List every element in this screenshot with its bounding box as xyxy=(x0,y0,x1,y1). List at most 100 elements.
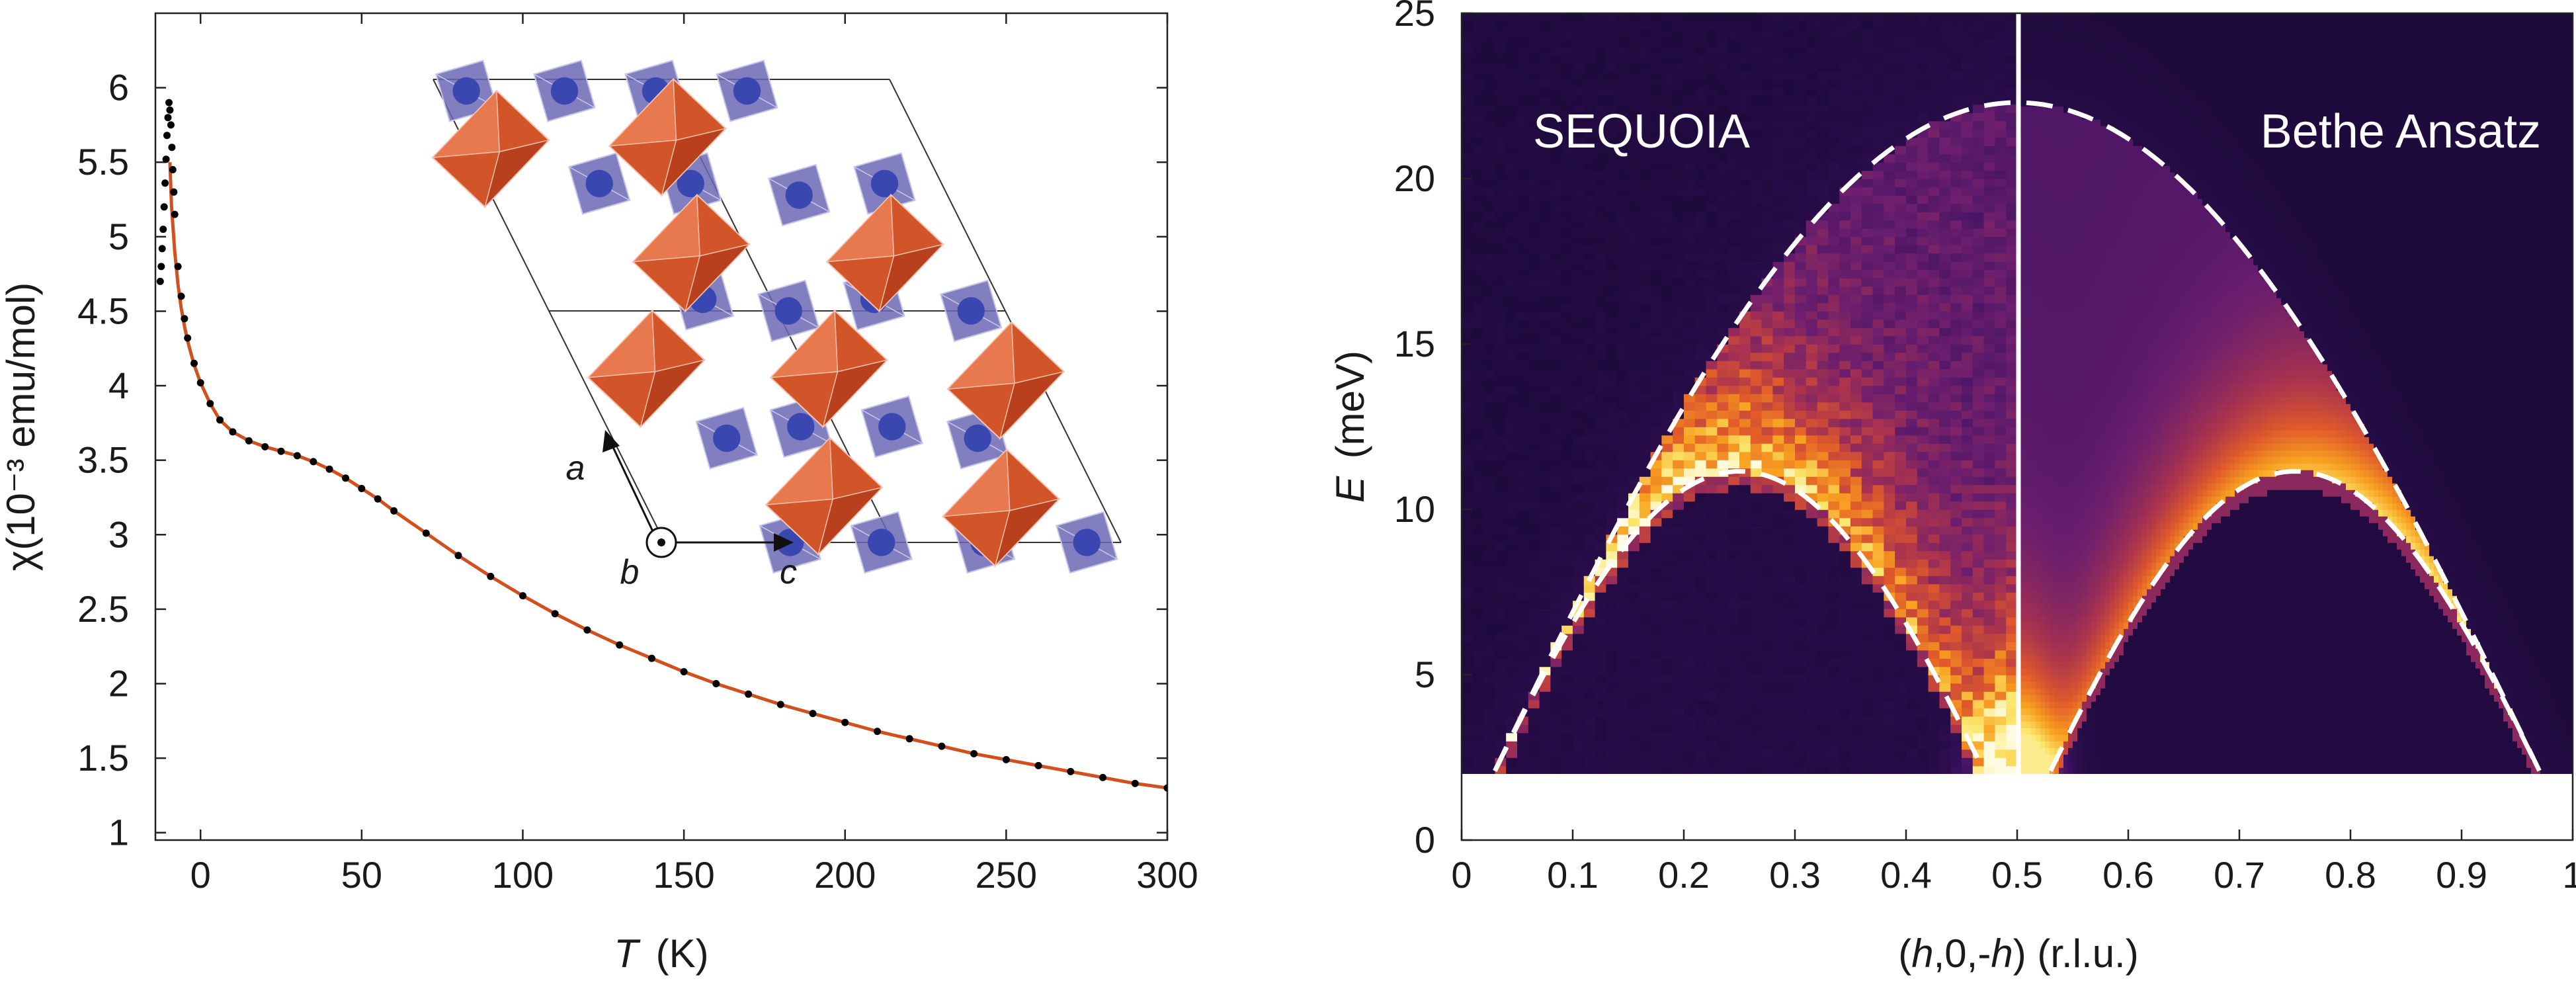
heatmap-cell-measured xyxy=(1462,443,1474,452)
heatmap-cell-measured xyxy=(1861,476,1874,486)
heatmap-cell-measured xyxy=(1462,352,1474,361)
heatmap-cell-measured xyxy=(1694,79,1707,89)
heatmap-cell-measured xyxy=(1495,153,1507,163)
heatmap-cell-measured xyxy=(1806,600,1818,609)
heatmap-cell-measured xyxy=(1861,509,1874,519)
heatmap-cell-measured xyxy=(1795,129,1807,138)
heatmap-cell-measured xyxy=(1750,592,1763,601)
heatmap-cell-measured xyxy=(1739,361,1751,370)
heatmap-cell-measured xyxy=(1673,21,1684,30)
heatmap-cell-measured xyxy=(1761,443,1774,452)
heatmap-cell-measured xyxy=(1617,335,1629,345)
heatmap-cell-measured xyxy=(1739,104,1751,113)
heatmap-cell-measured xyxy=(1639,617,1651,626)
heatmap-cell-measured xyxy=(1939,501,1951,510)
heatmap-cell-measured xyxy=(1606,203,1618,212)
heatmap-cell-measured xyxy=(1828,534,1840,543)
heatmap-cell-measured xyxy=(1884,129,1895,138)
heatmap-cell-measured xyxy=(1895,79,1907,89)
heatmap-cell-measured xyxy=(1817,220,1829,229)
heatmap-cell-measured xyxy=(1761,30,1774,39)
heatmap-cell-measured xyxy=(1606,294,1618,304)
heatmap-cell-measured xyxy=(1706,468,1718,477)
heatmap-cell-measured xyxy=(1472,344,1485,353)
heatmap-cell-measured xyxy=(1495,87,1507,97)
heatmap-cell-measured xyxy=(1750,757,1763,767)
heatmap-cell-measured xyxy=(1739,583,1751,593)
heatmap-cell-measured xyxy=(2006,468,2018,477)
heatmap-cell-measured xyxy=(1962,683,1974,692)
heatmap-cell-measured xyxy=(1717,625,1729,634)
heatmap-cell-measured xyxy=(1639,120,1651,130)
heatmap-cell-measured xyxy=(1917,617,1929,626)
heatmap-cell-measured xyxy=(1906,38,1918,47)
heatmap-cell-measured xyxy=(1950,170,1962,179)
heatmap-cell-measured xyxy=(1850,162,1862,171)
heatmap-cell-measured xyxy=(1895,335,1907,345)
heatmap-cell-measured xyxy=(1617,509,1629,519)
heatmap-cell-measured xyxy=(2006,600,2018,609)
heatmap-cell-measured xyxy=(1861,600,1874,609)
heatmap-cell-measured xyxy=(1906,212,1918,221)
heatmap-cell-measured xyxy=(1539,460,1552,469)
heatmap-cell-measured xyxy=(1706,559,1718,568)
heatmap-cell-measured xyxy=(1806,87,1818,97)
heatmap-cell-measured xyxy=(1850,592,1862,601)
heatmap-cell-measured xyxy=(1528,96,1540,105)
heatmap-cell-measured xyxy=(1573,583,1585,593)
heatmap-cell-measured xyxy=(1483,732,1496,742)
heatmap-cell-measured xyxy=(1795,749,1807,758)
heatmap-cell-measured xyxy=(1917,269,1929,278)
tetrahedron-site xyxy=(1056,511,1118,574)
heatmap-cell-measured xyxy=(1972,368,1985,378)
heatmap-cell-measured xyxy=(1917,13,1929,22)
heatmap-cell-measured xyxy=(1962,666,1974,675)
heatmap-cell-measured xyxy=(1784,427,1796,436)
heatmap-cell-measured xyxy=(1661,30,1673,39)
heatmap-cell-measured xyxy=(1550,30,1562,39)
heatmap-cell-measured xyxy=(1995,699,2007,708)
heatmap-cell-measured xyxy=(1595,683,1607,692)
heatmap-cell-measured xyxy=(1950,451,1962,460)
heatmap-cell-measured xyxy=(1962,335,1974,345)
heatmap-cell-measured xyxy=(1717,286,1729,295)
heatmap-cell-measured xyxy=(1828,261,1840,271)
heatmap-cell-measured xyxy=(1561,162,1573,171)
heatmap-cell-measured xyxy=(1950,21,1962,30)
data-point xyxy=(206,400,214,407)
heatmap-cell-measured xyxy=(1761,79,1774,89)
heatmap-cell-measured xyxy=(1850,203,1862,212)
heatmap-cell-measured xyxy=(1928,617,1940,626)
heatmap-cell-measured xyxy=(1817,294,1829,304)
heatmap-cell-measured xyxy=(1528,361,1540,370)
heatmap-cell-measured xyxy=(1728,732,1740,742)
heatmap-cell-measured xyxy=(1884,46,1895,56)
heatmap-cell-measured xyxy=(1928,137,1940,146)
heatmap-cell-measured xyxy=(1983,87,1996,97)
heatmap-cell-measured xyxy=(1472,683,1485,692)
heatmap-cell-measured xyxy=(1661,179,1673,188)
heatmap-cell-measured xyxy=(1939,526,1951,535)
heatmap-cell-measured xyxy=(1706,344,1718,353)
heatmap-cell-measured xyxy=(1517,203,1529,212)
heatmap-cell-measured xyxy=(1983,732,1996,742)
heatmap-cell-measured xyxy=(1528,104,1540,113)
heatmap-cell-measured xyxy=(1673,220,1684,229)
heatmap-cell-measured xyxy=(1784,658,1796,667)
heatmap-cell-measured xyxy=(1728,699,1740,708)
heatmap-cell-measured xyxy=(1583,170,1596,179)
heatmap-cell-measured xyxy=(1617,501,1629,510)
heatmap-cell-measured xyxy=(1573,468,1585,477)
heatmap-cell-measured xyxy=(1706,691,1718,701)
heatmap-cell-measured xyxy=(1772,583,1784,593)
heatmap-cell-measured xyxy=(1784,600,1796,609)
heatmap-cell-measured xyxy=(2006,112,2018,122)
heatmap-cell-measured xyxy=(1583,394,1596,403)
heatmap-cell-measured xyxy=(1972,120,1985,130)
heatmap-cell-measured xyxy=(1573,460,1585,469)
heatmap-cell-measured xyxy=(1706,741,1718,750)
heatmap-cell-measured xyxy=(1761,335,1774,345)
heatmap-cell-measured xyxy=(1517,294,1529,304)
heatmap-cell-measured xyxy=(1817,443,1829,452)
heatmap-cell-measured xyxy=(1517,617,1529,626)
